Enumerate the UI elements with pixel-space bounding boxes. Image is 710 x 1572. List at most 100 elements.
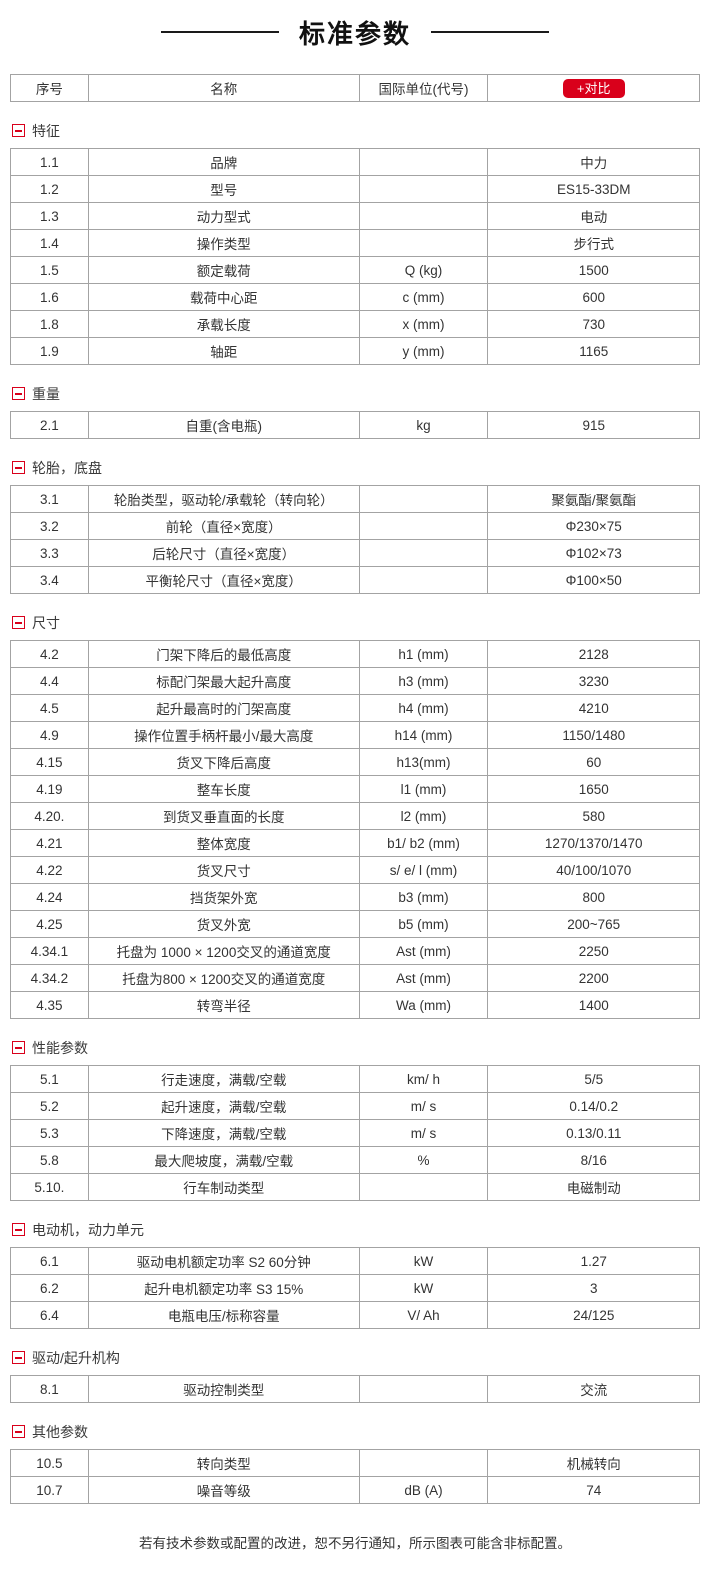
table-row: 6.1 驱动电机额定功率 S2 60分钟 kW 1.27 xyxy=(10,1247,700,1275)
row-number-cell: 1.6 xyxy=(10,283,89,311)
row-name-cell: 挡货架外宽 xyxy=(87,883,360,911)
table-row: 3.4 平衡轮尺寸（直径×宽度） Φ100×50 xyxy=(10,566,700,594)
section-title: 驱动/起升机构 xyxy=(32,1349,120,1366)
row-name-cell: 后轮尺寸（直径×宽度） xyxy=(87,539,360,567)
row-number-cell: 5.1 xyxy=(10,1065,89,1093)
row-name-cell: 货叉下降后高度 xyxy=(87,748,360,776)
row-number-cell: 6.4 xyxy=(10,1301,89,1329)
collapse-minus-icon[interactable] xyxy=(12,461,25,474)
row-value-cell: 1.27 xyxy=(487,1247,700,1275)
row-name-cell: 托盘为 1000 × 1200交叉的通道宽度 xyxy=(87,937,360,965)
row-number-cell: 4.9 xyxy=(10,721,89,749)
row-value-cell: 中力 xyxy=(487,148,700,176)
row-value-cell: 5/5 xyxy=(487,1065,700,1093)
row-value-cell: 电磁制动 xyxy=(487,1173,700,1201)
row-unit-cell: b5 (mm) xyxy=(358,910,489,938)
table-row: 4.15 货叉下降后高度 h13(mm) 60 xyxy=(10,748,700,776)
row-number-cell: 4.35 xyxy=(10,991,89,1019)
row-unit-cell: y (mm) xyxy=(358,337,489,365)
row-unit-cell xyxy=(358,148,489,176)
collapse-minus-icon[interactable] xyxy=(12,1425,25,1438)
row-value-cell: 1270/1370/1470 xyxy=(487,829,700,857)
row-name-cell: 动力型式 xyxy=(87,202,360,230)
row-number-cell: 1.3 xyxy=(10,202,89,230)
table-row: 1.1 品牌 中力 xyxy=(10,148,700,176)
row-unit-cell xyxy=(358,175,489,203)
table-row: 4.19 整车长度 l1 (mm) 1650 xyxy=(10,775,700,803)
row-unit-cell xyxy=(358,485,489,513)
row-name-cell: 整车长度 xyxy=(87,775,360,803)
row-number-cell: 1.1 xyxy=(10,148,89,176)
header-row: 序号 名称 国际单位(代号) +对比 xyxy=(10,74,700,102)
row-unit-cell xyxy=(358,539,489,567)
row-number-cell: 3.4 xyxy=(10,566,89,594)
section-table: 4.2 门架下降后的最低高度 h1 (mm) 2128 4.4 标配门架最大起升高度 h3 … xyxy=(10,640,700,1019)
page-title: 标准参数 xyxy=(298,18,411,49)
section-table: 8.1 驱动控制类型 交流 xyxy=(10,1375,700,1403)
table-row: 1.6 载荷中心距 c (mm) 600 xyxy=(10,283,700,311)
table-row: 4.34.1 托盘为 1000 × 1200交叉的通道宽度 Ast (mm) 2250 xyxy=(10,937,700,965)
row-name-cell: 自重(含电瓶) xyxy=(87,411,360,439)
row-name-cell: 起升最高时的门架高度 xyxy=(87,694,360,722)
row-value-cell: 4210 xyxy=(487,694,700,722)
row-number-cell: 4.4 xyxy=(10,667,89,695)
row-unit-cell xyxy=(358,1449,489,1477)
row-number-cell: 8.1 xyxy=(10,1375,89,1403)
row-name-cell: 标配门架最大起升高度 xyxy=(87,667,360,695)
collapse-minus-icon[interactable] xyxy=(12,1223,25,1236)
table-row: 5.3 下降速度，满载/空载 m/ s 0.13/0.11 xyxy=(10,1119,700,1147)
row-number-cell: 4.24 xyxy=(10,883,89,911)
row-name-cell: 承载长度 xyxy=(87,310,360,338)
row-name-cell: 到货叉垂直面的长度 xyxy=(87,802,360,830)
row-unit-cell: l2 (mm) xyxy=(358,802,489,830)
row-value-cell: 2128 xyxy=(487,640,700,668)
title-line-right xyxy=(431,31,549,33)
section-table: 5.1 行走速度，满载/空载 km/ h 5/5 5.2 起升速度，满载/空载 m/ s 0.… xyxy=(10,1065,700,1201)
compare-button[interactable]: +对比 xyxy=(562,78,625,98)
row-value-cell: 600 xyxy=(487,283,700,311)
table-row: 6.4 电瓶电压/标称容量 V/ Ah 24/125 xyxy=(10,1301,700,1329)
row-unit-cell xyxy=(358,1173,489,1201)
row-name-cell: 轴距 xyxy=(87,337,360,365)
collapse-minus-icon[interactable] xyxy=(12,1351,25,1364)
row-value-cell: Φ100×50 xyxy=(487,566,700,594)
table-row: 1.8 承载长度 x (mm) 730 xyxy=(10,310,700,338)
row-value-cell: 8/16 xyxy=(487,1146,700,1174)
table-row: 4.4 标配门架最大起升高度 h3 (mm) 3230 xyxy=(10,667,700,695)
row-unit-cell: Ast (mm) xyxy=(358,937,489,965)
section-title: 特征 xyxy=(32,122,60,139)
section-title: 其他参数 xyxy=(32,1423,88,1440)
row-unit-cell: m/ s xyxy=(358,1119,489,1147)
row-name-cell: 起升速度，满载/空载 xyxy=(87,1092,360,1120)
row-unit-cell: Ast (mm) xyxy=(358,964,489,992)
row-value-cell: 步行式 xyxy=(487,229,700,257)
section-title: 电动机，动力单元 xyxy=(32,1221,144,1238)
collapse-minus-icon[interactable] xyxy=(12,1041,25,1054)
row-name-cell: 操作位置手柄杆最小/最大高度 xyxy=(87,721,360,749)
collapse-minus-icon[interactable] xyxy=(12,124,25,137)
collapse-minus-icon[interactable] xyxy=(12,387,25,400)
row-name-cell: 起升电机额定功率 S3 15% xyxy=(87,1274,360,1302)
row-unit-cell: s/ e/ l (mm) xyxy=(358,856,489,884)
section-table: 6.1 驱动电机额定功率 S2 60分钟 kW 1.27 6.2 起升电机额定功率 S3 … xyxy=(10,1247,700,1329)
row-value-cell: 机械转向 xyxy=(487,1449,700,1477)
row-value-cell: 1500 xyxy=(487,256,700,284)
row-unit-cell: kW xyxy=(358,1247,489,1275)
row-number-cell: 3.3 xyxy=(10,539,89,567)
collapse-minus-icon[interactable] xyxy=(12,616,25,629)
row-unit-cell xyxy=(358,1375,489,1403)
row-unit-cell: % xyxy=(358,1146,489,1174)
row-unit-cell: Wa (mm) xyxy=(358,991,489,1019)
row-number-cell: 4.34.2 xyxy=(10,964,89,992)
row-number-cell: 4.22 xyxy=(10,856,89,884)
row-name-cell: 驱动控制类型 xyxy=(87,1375,360,1403)
row-unit-cell: km/ h xyxy=(358,1065,489,1093)
row-value-cell: ES15-33DM xyxy=(487,175,700,203)
row-number-cell: 4.15 xyxy=(10,748,89,776)
header-col-no: 序号 xyxy=(10,74,89,102)
row-unit-cell: V/ Ah xyxy=(358,1301,489,1329)
section-title: 重量 xyxy=(32,385,60,402)
row-value-cell: 60 xyxy=(487,748,700,776)
table-row: 4.2 门架下降后的最低高度 h1 (mm) 2128 xyxy=(10,640,700,668)
